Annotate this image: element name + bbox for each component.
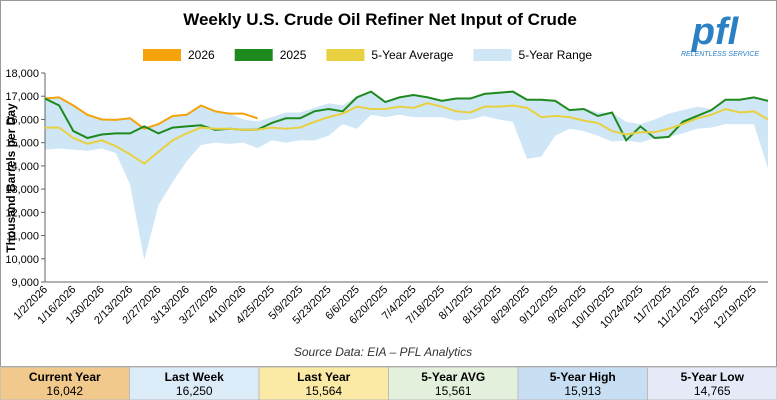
legend-label: 5-Year Range bbox=[518, 48, 592, 62]
summary-value: 14,765 bbox=[694, 384, 731, 398]
series-line bbox=[45, 102, 769, 165]
y-tick-label: 17,000 bbox=[5, 91, 39, 103]
y-tick-label: 14,000 bbox=[5, 161, 39, 173]
summary-cell bbox=[0, 366, 130, 400]
chart-title: Weekly U.S. Crude Oil Refiner Net Input … bbox=[183, 10, 577, 29]
summary-cell bbox=[258, 366, 389, 400]
logo-tagline: RELENTLESS SERVICE bbox=[681, 51, 759, 58]
y-tick-label: 9,000 bbox=[11, 277, 39, 289]
summary-label: 5-Year AVG bbox=[421, 370, 485, 384]
summary-value: 16,250 bbox=[176, 384, 213, 398]
range-band bbox=[45, 91, 768, 260]
legend-swatch bbox=[326, 49, 365, 61]
summary-label: Last Week bbox=[165, 370, 224, 384]
legend-label: 2026 bbox=[188, 48, 215, 62]
summary-value: 16,042 bbox=[46, 384, 83, 398]
summary-value: 15,913 bbox=[564, 384, 601, 398]
summary-label: 5-Year High bbox=[550, 370, 616, 384]
summary-cell bbox=[517, 366, 648, 400]
y-tick-label: 18,000 bbox=[5, 68, 39, 80]
y-tick-label: 15,000 bbox=[5, 138, 39, 150]
source-note: Source Data: EIA – PFL Analytics bbox=[294, 345, 472, 359]
y-tick-label: 10,000 bbox=[5, 254, 39, 266]
summary-value: 15,561 bbox=[435, 384, 472, 398]
summary-cell bbox=[129, 366, 260, 400]
legend-swatch bbox=[473, 49, 512, 61]
y-tick-label: 13,000 bbox=[5, 184, 39, 196]
y-axis-label: Thousand Barrels per Day bbox=[4, 103, 18, 253]
y-tick-label: 11,000 bbox=[6, 231, 39, 243]
y-tick-label: 12,000 bbox=[5, 207, 39, 219]
legend-label: 5-Year Average bbox=[371, 48, 453, 62]
summary-label: 5-Year Low bbox=[681, 370, 745, 384]
summary-label: Last Year bbox=[297, 370, 350, 384]
legend-swatch bbox=[234, 49, 273, 61]
logo: pfl bbox=[691, 11, 740, 53]
summary-value: 15,564 bbox=[305, 384, 342, 398]
legend-label: 2025 bbox=[280, 48, 307, 62]
legend-swatch bbox=[143, 49, 181, 61]
series-line bbox=[44, 96, 258, 130]
summary-cell bbox=[647, 366, 777, 400]
y-tick-label: 16,000 bbox=[5, 114, 39, 126]
summary-label: Current Year bbox=[29, 370, 101, 384]
